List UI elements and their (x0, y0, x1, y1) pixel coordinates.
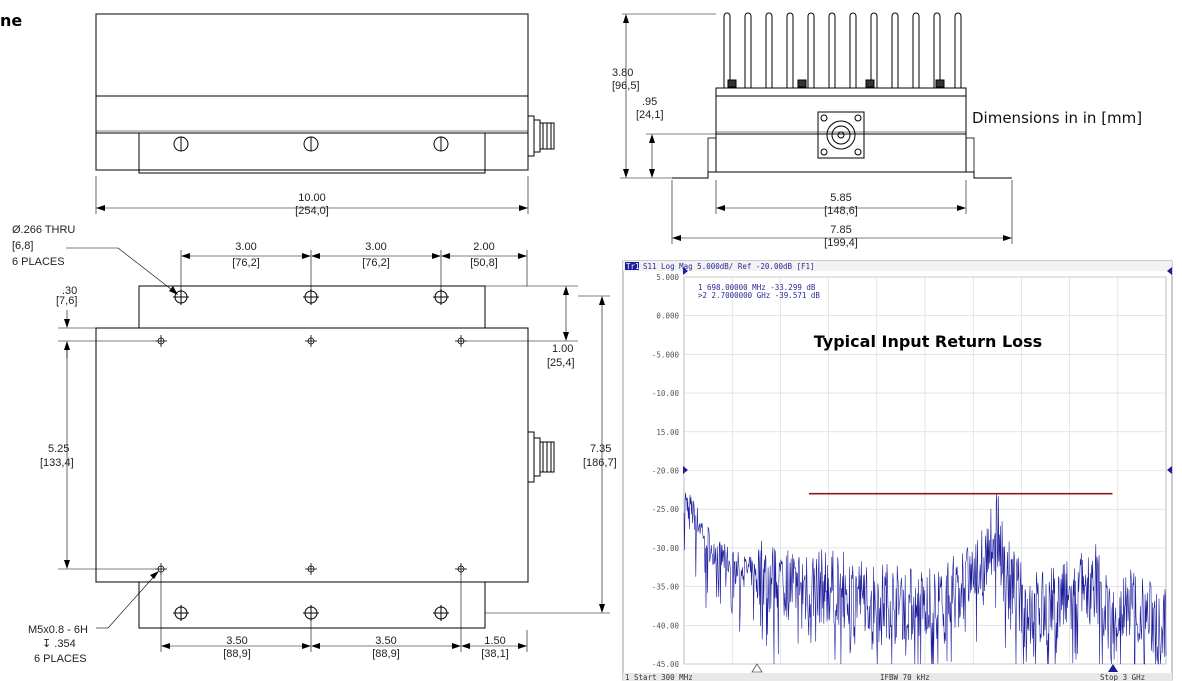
trace-tag (625, 262, 639, 270)
top-view: 3.00 [76,2] 3.00 [76,2] 2.00 [50,8] Ø.26… (12, 224, 617, 665)
y-tick-label: -30.00 (652, 544, 680, 553)
marker-2-triangle (1108, 664, 1118, 672)
heatsink-fins (723, 12, 962, 88)
marker-1-readout: 1 698.00000 MHz -33.299 dB (698, 283, 816, 292)
top-spacing-1-mm: [76,2] (232, 257, 260, 269)
plot-y-axis-labels: 5.000 0.000 -5.000 -10.00 15.00 -20.00 -25.00 -… (652, 273, 680, 669)
rf-connector-side (527, 115, 555, 157)
end-height-dim: 3.80 (612, 67, 633, 79)
rf-connector-face (817, 111, 865, 159)
flange-offset-dim-mm: [7,6] (56, 295, 77, 307)
tapped-holes (155, 335, 467, 575)
trace-tag-label: Tr1 (626, 262, 640, 271)
side-length-dim: 10.00 (298, 192, 326, 204)
bottom-spacing-1-mm: [88,9] (223, 648, 251, 660)
y-tick-label: -5.000 (652, 350, 680, 359)
overall-depth-dim: 7.35 (590, 443, 611, 455)
y-tick-label: 0.000 (656, 312, 679, 321)
end-base-dim: .95 (642, 96, 657, 108)
hole-row-offset-dim-mm: [25,4] (547, 357, 575, 369)
flange-offset-dim: .30 (62, 285, 77, 297)
marker-1-triangle (751, 663, 763, 673)
hole-pitch-v-dim-mm: [133,4] (40, 457, 74, 469)
y-tick-label: -20.00 (652, 467, 680, 476)
end-height-dim-mm: [96,5] (612, 80, 640, 92)
top-spacing-1: 3.00 (235, 241, 256, 253)
end-inner-width-dim-mm: [148,6] (824, 205, 858, 217)
s11-trace (683, 492, 1167, 665)
top-spacing-3-mm: [50,8] (470, 257, 498, 269)
bottom-spacing-2-mm: [88,9] (372, 648, 400, 660)
hole-pitch-v-dim: 5.25 (48, 443, 69, 455)
hole-note-line3: 6 PLACES (12, 256, 65, 268)
scale-marker-left (683, 267, 688, 275)
cropped-heading-fragment: ne (0, 11, 22, 30)
end-base-dim-mm: [24,1] (636, 109, 664, 121)
plot-footer-start: 1 Start 300 MHz (625, 673, 693, 681)
y-tick-label: 5.000 (656, 273, 679, 282)
bottom-spacing-3-mm: [38,1] (481, 648, 509, 660)
plot-footer-ifbw: IFBW 70 kHz (880, 673, 930, 681)
plot-header: S11 Log Mag 5.000dB/ Ref -20.00dB [F1] (643, 262, 815, 271)
end-outer-width-dim-mm: [199,4] (824, 237, 858, 249)
bottom-spacing-2: 3.50 (375, 635, 396, 647)
return-loss-plot: Tr1 S11 Log Mag 5.000dB/ Ref -20.00dB [F… (622, 260, 1173, 681)
tap-note-line1: M5x0.8 - 6H (28, 624, 88, 636)
marker-2-readout: >2 2.7000000 GHz -39.571 dB (698, 291, 820, 300)
end-outer-width-dim: 7.85 (830, 224, 851, 236)
ref-marker-right (1167, 466, 1172, 474)
side-view: 10.00 [254,0] (95, 13, 555, 217)
plot-title: Typical Input Return Loss (814, 332, 1042, 351)
y-tick-label: -25.00 (652, 505, 680, 514)
side-length-dim-mm: [254,0] (295, 205, 329, 217)
rf-connector-top (527, 431, 555, 483)
end-inner-width-dim: 5.85 (830, 192, 851, 204)
y-tick-label: -35.00 (652, 583, 680, 592)
hole-note-line2: [6,8] (12, 240, 33, 252)
hole-row-offset-dim: 1.00 (552, 343, 573, 355)
y-tick-label: -45.00 (652, 660, 680, 669)
hole-note-line1: Ø.266 THRU (12, 224, 75, 236)
end-view: 3.80 [96,5] .95 [24,1] 5.85 [148,6] 7.85… (612, 12, 1013, 249)
y-tick-label: -10.00 (652, 389, 680, 398)
bottom-spacing-1: 3.50 (226, 635, 247, 647)
scale-marker-right (1167, 267, 1172, 275)
tap-note-line2: ↧ .354 (42, 638, 76, 650)
units-note: Dimensions in in [mm] (972, 109, 1142, 127)
tap-note-line3: 6 PLACES (34, 653, 87, 665)
overall-depth-dim-mm: [186,7] (583, 457, 617, 469)
thru-holes (173, 289, 449, 621)
top-spacing-2-mm: [76,2] (362, 257, 390, 269)
y-tick-label: 15.00 (656, 428, 679, 437)
top-spacing-3: 2.00 (473, 241, 494, 253)
plot-footer-stop: Stop 3 GHz (1100, 673, 1145, 681)
bottom-spacing-3: 1.50 (484, 635, 505, 647)
top-spacing-2: 3.00 (365, 241, 386, 253)
y-tick-label: -40.00 (652, 621, 680, 630)
ref-marker-left (683, 466, 688, 474)
